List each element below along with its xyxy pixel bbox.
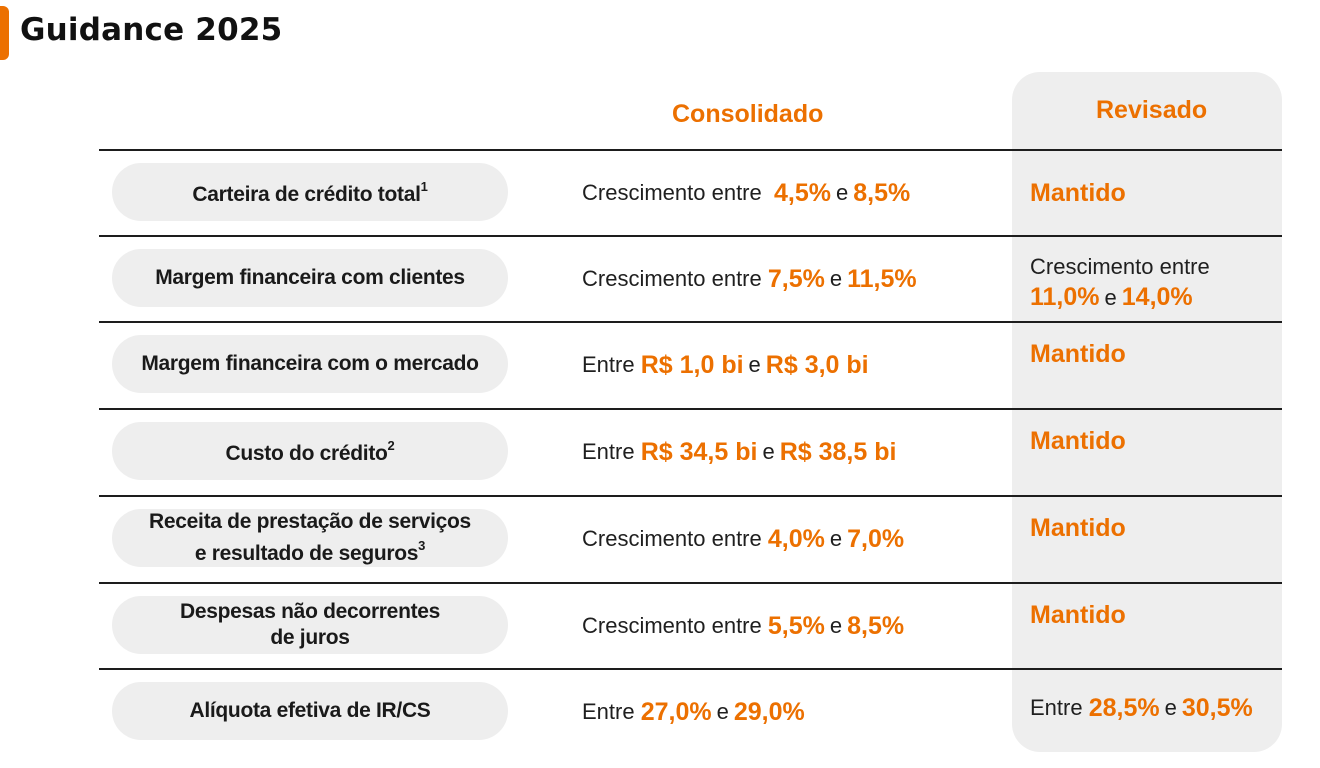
consolidado-low: 5,5% <box>767 611 825 640</box>
consolidado-low: R$ 1,0 bi <box>640 350 744 379</box>
connector: e <box>716 699 729 724</box>
table-rule <box>99 495 1282 497</box>
consolidado-high: 7,0% <box>847 524 905 553</box>
revisado-status: Mantido <box>1030 178 1126 207</box>
connector: e <box>829 266 843 291</box>
consolidado-prefix: Crescimento entre <box>582 266 762 291</box>
table-row: Margem financeira com o mercado Entre R$… <box>0 322 1320 408</box>
revisado-cell: Mantido <box>1030 409 1280 495</box>
row-label: Despesas não decorrentes de juros <box>112 596 508 654</box>
table-rule <box>99 149 1282 151</box>
consolidado-high: 29,0% <box>733 697 805 726</box>
revisado-high: 30,5% <box>1181 693 1253 722</box>
consolidado-high: R$ 38,5 bi <box>779 437 897 466</box>
consolidado-high: 11,5% <box>847 264 917 293</box>
row-label-text: Custo do crédito <box>225 442 388 465</box>
consolidado-cell: Crescimento entre 5,5% e 8,5% <box>582 583 904 669</box>
consolidado-prefix: Crescimento entre <box>582 613 762 638</box>
table-rule <box>99 582 1282 584</box>
consolidado-cell: Entre R$ 1,0 bi e R$ 3,0 bi <box>582 322 869 408</box>
footnote-marker: 1 <box>420 179 428 194</box>
revisado-prefix: Crescimento entre <box>1030 254 1210 279</box>
consolidado-low: 27,0% <box>640 697 712 726</box>
table-row: Margem financeira com clientes Crescimen… <box>0 236 1320 322</box>
consolidado-cell: Crescimento entre 7,5% e 11,5% <box>582 236 917 322</box>
revisado-status: Mantido <box>1030 601 1126 629</box>
row-label: Margem financeira com clientes <box>112 249 508 307</box>
table-row: Alíquota efetiva de IR/CS Entre 27,0% e 29… <box>0 669 1320 755</box>
revisado-cell: Mantido <box>1030 496 1280 582</box>
column-header-revisado: Revisado <box>1096 96 1208 124</box>
revisado-cell: Entre 28,5% e 30,5% <box>1030 669 1280 747</box>
connector: e <box>835 180 849 205</box>
connector: e <box>748 352 761 377</box>
consolidado-cell: Entre R$ 34,5 bi e R$ 38,5 bi <box>582 409 896 495</box>
row-label-text: Carteira de crédito total <box>192 183 421 206</box>
consolidado-high: R$ 3,0 bi <box>765 350 869 379</box>
connector: e <box>1164 695 1177 720</box>
accent-bar <box>0 6 9 60</box>
connector: e <box>762 439 775 464</box>
row-label: Alíquota efetiva de IR/CS <box>112 682 508 740</box>
revisado-cell: Mantido <box>1030 322 1280 408</box>
consolidado-low: 4,0% <box>767 524 825 553</box>
revisado-status: Mantido <box>1030 514 1126 542</box>
page-title: Guidance 2025 <box>20 12 283 48</box>
row-label: Custo do crédito2 <box>112 422 508 480</box>
connector: e <box>829 526 843 551</box>
table-rule <box>99 668 1282 670</box>
row-label-text: Margem financeira com clientes <box>155 266 465 289</box>
consolidado-prefix: Entre <box>582 352 635 377</box>
revisado-panel <box>1012 72 1282 752</box>
row-label-text-line2: e resultado de seguros <box>194 542 419 565</box>
footnote-marker: 3 <box>418 538 426 553</box>
table-row: Carteira de crédito total1 Crescimento e… <box>0 150 1320 236</box>
row-label: Receita de prestação de serviços e result… <box>112 509 508 567</box>
consolidado-cell: Entre 27,0% e 29,0% <box>582 669 805 755</box>
connector: e <box>829 613 843 638</box>
table-row: Custo do crédito2 Entre R$ 34,5 bi e R$ 38… <box>0 409 1320 495</box>
footnote-marker: 2 <box>387 438 395 453</box>
consolidado-prefix: Entre <box>582 439 635 464</box>
table-row: Despesas não decorrentes de juros Crescim… <box>0 583 1320 669</box>
table-row: Receita de prestação de serviços e result… <box>0 496 1320 582</box>
consolidado-prefix: Crescimento entre <box>582 526 762 551</box>
revisado-cell: Mantido <box>1030 583 1280 669</box>
revisado-status: Mantido <box>1030 340 1126 368</box>
row-label-text: Margem financeira com o mercado <box>141 352 479 375</box>
revisado-cell: Crescimento entre 11,0% e 14,0% <box>1030 236 1280 322</box>
row-label-text: Despesas não decorrentes <box>179 600 441 623</box>
table-rule <box>99 408 1282 410</box>
revisado-high: 14,0% <box>1121 283 1193 311</box>
connector: e <box>1104 285 1117 310</box>
row-label: Margem financeira com o mercado <box>112 335 508 393</box>
revisado-low: 11,0% <box>1030 283 1100 311</box>
consolidado-prefix: Entre <box>582 699 635 724</box>
row-label: Carteira de crédito total1 <box>112 163 508 221</box>
row-label-text: Receita de prestação de serviços <box>149 510 471 533</box>
consolidado-low: 7,5% <box>767 264 825 293</box>
consolidado-high: 8,5% <box>847 611 905 640</box>
row-label-text-line2: de juros <box>270 626 350 649</box>
revisado-status: Mantido <box>1030 427 1126 455</box>
table-rule <box>99 321 1282 323</box>
consolidado-cell: Crescimento entre 4,0% e 7,0% <box>582 496 904 582</box>
row-label-text: Alíquota efetiva de IR/CS <box>189 699 431 722</box>
column-header-consolidado: Consolidado <box>672 100 824 128</box>
consolidado-cell: Crescimento entre 4,5% e 8,5% <box>582 150 910 236</box>
consolidado-low: 4,5% <box>773 178 831 207</box>
revisado-cell: Mantido <box>1030 150 1280 236</box>
table-rule <box>99 235 1282 237</box>
revisado-low: 28,5% <box>1088 693 1160 722</box>
consolidado-low: R$ 34,5 bi <box>640 437 758 466</box>
consolidado-high: 8,5% <box>853 178 911 207</box>
revisado-prefix: Entre <box>1030 695 1083 720</box>
consolidado-prefix: Crescimento entre <box>582 180 762 205</box>
